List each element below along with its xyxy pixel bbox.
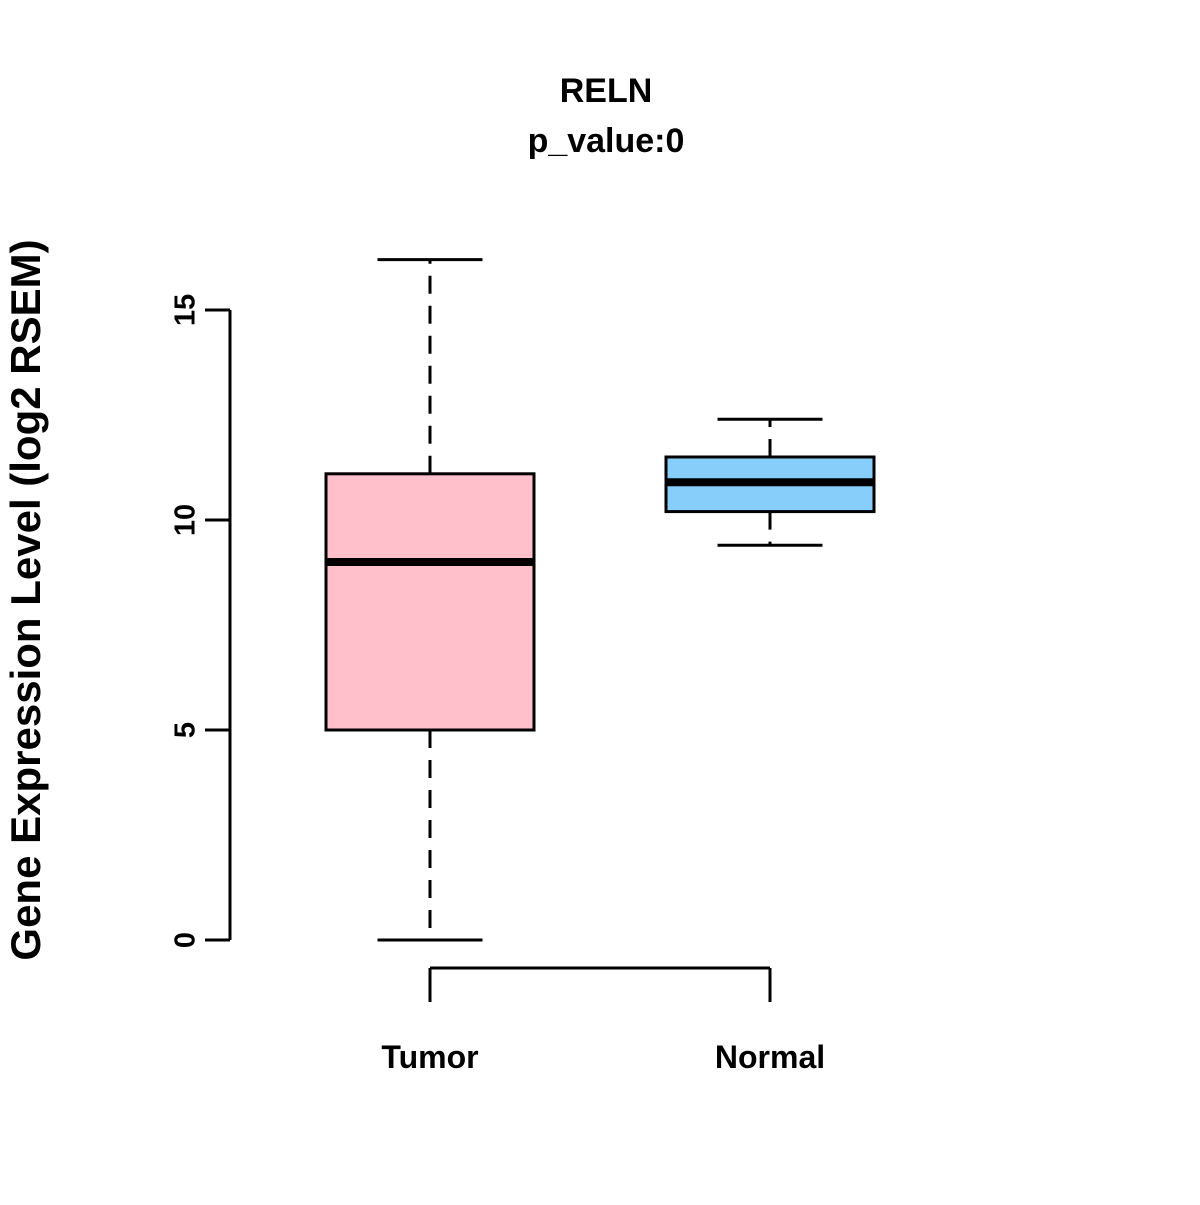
y-tick-label: 0 bbox=[170, 932, 202, 948]
y-axis-label: Gene Expression Level (log2 RSEM) bbox=[2, 239, 49, 960]
y-tick-label: 5 bbox=[170, 722, 202, 738]
x-label-tumor: Tumor bbox=[381, 1039, 478, 1075]
box-tumor bbox=[324, 472, 536, 732]
y-tick-label: 15 bbox=[170, 294, 202, 326]
chart-subtitle: p_value:0 bbox=[528, 122, 685, 160]
plot-layer: 0 5 10 15 bbox=[170, 258, 876, 1002]
x-label-normal: Normal bbox=[715, 1039, 825, 1075]
chart-title: RELN bbox=[560, 72, 653, 110]
y-tick-label: 10 bbox=[170, 504, 202, 536]
